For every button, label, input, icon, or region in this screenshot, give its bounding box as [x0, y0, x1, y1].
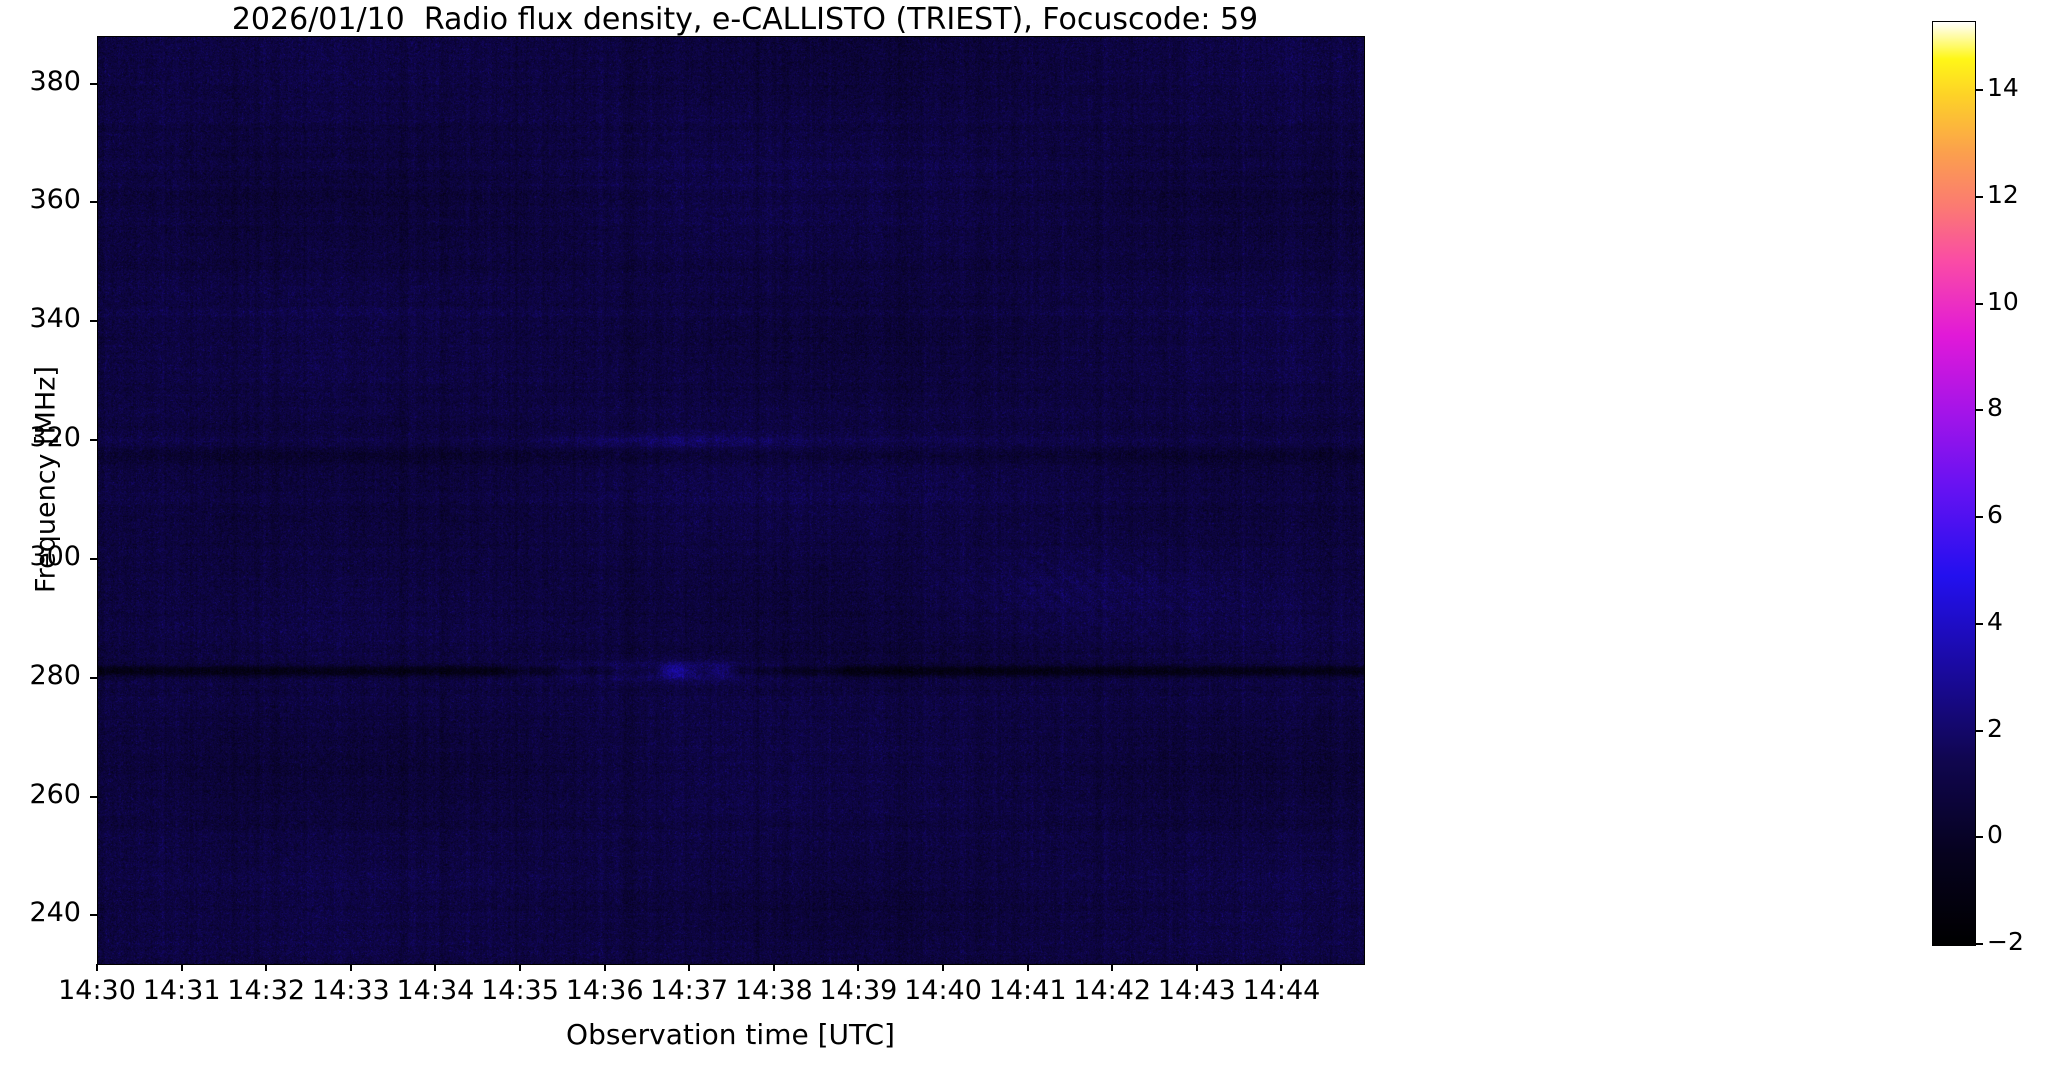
colorbar-tick-mark — [1976, 409, 1983, 412]
y-tick-label: 340 — [29, 303, 81, 335]
colorbar-tick-mark — [1976, 943, 1983, 945]
x-tick-mark — [519, 964, 521, 971]
x-tick-label: 14:32 — [227, 975, 306, 1006]
y-tick-label: 360 — [29, 184, 81, 216]
x-tick-mark — [772, 964, 775, 971]
colorbar[interactable]: 14 12 10 8 6 4 2 0 −2 — [1932, 21, 2024, 956]
y-tick-label: 300 — [29, 540, 81, 572]
x-tick-mark — [265, 964, 268, 971]
colorbar-tick-mark — [1976, 516, 1983, 519]
y-tick-label: 260 — [29, 778, 81, 810]
colorbar-tick-label: 4 — [1987, 606, 2003, 636]
x-tick-label: 14:41 — [988, 975, 1067, 1006]
colorbar-tick-label: 8 — [1987, 393, 2003, 423]
colorbar-tick-label: 12 — [1987, 180, 2019, 210]
y-tick-mark — [90, 795, 97, 798]
y-tick-mark — [90, 439, 97, 442]
x-tick-label: 14:30 — [58, 975, 136, 1006]
colorbar-tick-mark — [1976, 622, 1983, 625]
x-tick-label: 14:44 — [1242, 975, 1321, 1006]
x-tick-mark — [1026, 964, 1029, 971]
colorbar-tick-label: 14 — [1987, 73, 2019, 103]
x-tick-mark — [349, 964, 352, 971]
colorbar-tick-label: 2 — [1987, 713, 2003, 743]
x-tick-label: 14:40 — [904, 975, 982, 1006]
x-tick-label: 14:35 — [481, 975, 559, 1006]
y-tick-label: 240 — [29, 897, 81, 929]
x-tick-label: 14:39 — [819, 975, 898, 1006]
x-tick-label: 14:34 — [396, 975, 475, 1006]
colorbar-tick-label: 6 — [1987, 500, 2003, 530]
colorbar-tick-mark — [1976, 302, 1983, 305]
x-tick-label: 14:36 — [565, 975, 644, 1006]
y-tick-mark — [90, 676, 97, 679]
y-tick-mark — [90, 557, 97, 560]
x-tick-label: 14:42 — [1073, 975, 1152, 1006]
y-tick-mark — [90, 320, 97, 323]
x-axis-label: Observation time [UTC] — [566, 1018, 895, 1051]
colorbar-tick-label: 10 — [1987, 286, 2019, 316]
x-tick-label: 14:37 — [650, 975, 729, 1006]
x-tick-mark — [180, 964, 183, 971]
x-tick-mark — [857, 964, 860, 971]
x-tick-mark — [688, 964, 691, 971]
x-tick-mark — [603, 964, 606, 971]
x-tick-label: 14:31 — [142, 975, 221, 1006]
y-tick-mark — [90, 201, 97, 204]
colorbar-tick-mark — [1976, 729, 1983, 732]
y-tick-mark — [90, 914, 97, 917]
colorbar-tick-label: 0 — [1987, 820, 2003, 850]
x-tick-label: 14:33 — [311, 975, 390, 1006]
spectrogram-image — [98, 37, 1364, 964]
x-tick-mark — [434, 964, 437, 971]
colorbar-tick-mark — [1976, 89, 1983, 92]
y-tick-mark — [90, 82, 97, 85]
colorbar-tick-mark — [1976, 196, 1983, 199]
y-tick-label: 280 — [29, 659, 81, 691]
colorbar-tick-label: −2 — [1987, 927, 2024, 956]
y-axis-label: Frequency [MHz] — [30, 366, 62, 593]
y-tick-label: 320 — [29, 422, 81, 454]
x-tick-mark — [942, 964, 944, 971]
x-tick-label: 14:43 — [1157, 975, 1236, 1006]
x-tick-mark — [96, 964, 98, 971]
spectrogram-plot-area[interactable] — [97, 36, 1365, 965]
x-tick-mark — [1280, 964, 1283, 971]
x-tick-label: 14:38 — [734, 975, 813, 1006]
x-tick-mark — [1111, 964, 1114, 971]
y-tick-label: 380 — [29, 65, 81, 97]
colorbar-gradient — [1932, 21, 1976, 946]
page-title: 2026/01/10 Radio flux density, e-CALLIST… — [231, 2, 1259, 37]
x-tick-mark — [1195, 964, 1198, 971]
colorbar-tick-mark — [1976, 836, 1983, 839]
